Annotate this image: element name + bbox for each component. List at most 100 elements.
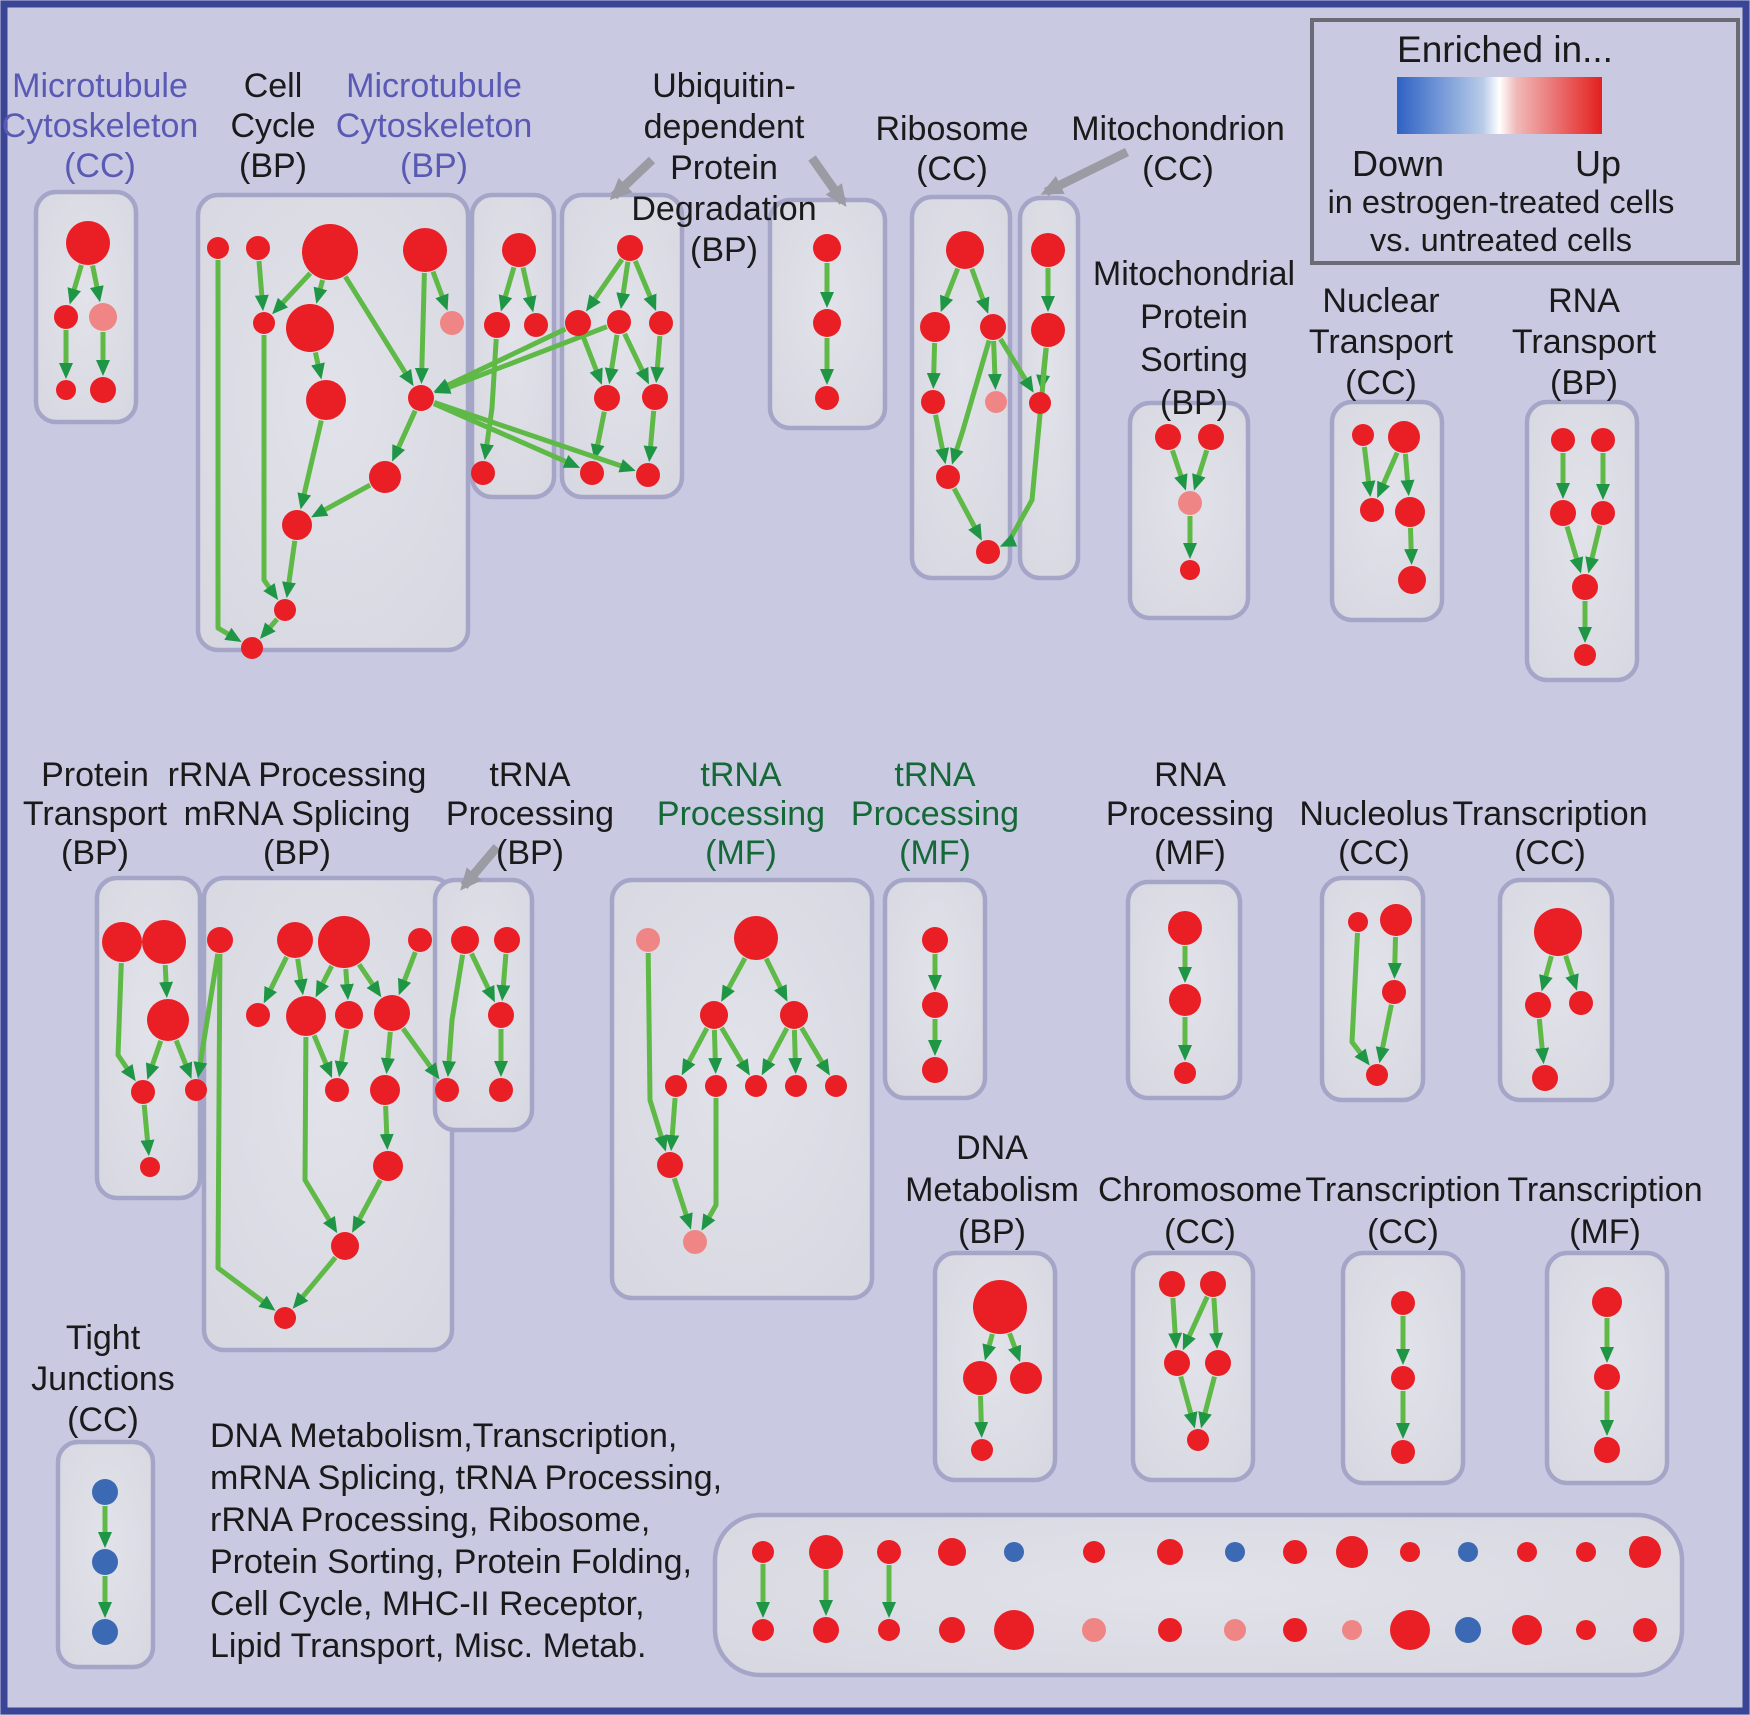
go-term-node	[488, 1002, 514, 1028]
cluster-box-rna-transport	[1524, 399, 1640, 683]
go-term-node	[142, 920, 186, 964]
go-term-node	[369, 461, 401, 493]
annotation-text-line: rRNA Processing, Ribosome,	[210, 1501, 650, 1539]
edge-arrow	[1400, 453, 1415, 497]
go-term-node	[1010, 1362, 1042, 1394]
edge-arrow	[379, 1105, 394, 1150]
cluster-label-line: RNA	[1154, 756, 1226, 794]
edge-arrow	[173, 1039, 193, 1079]
edge-arrow	[259, 617, 279, 639]
edge-arrow	[951, 487, 982, 541]
edge-arrow	[339, 968, 354, 1001]
cluster-label-line: (CC)	[1164, 1213, 1236, 1251]
edge-arrow	[343, 275, 414, 387]
go-term-node	[734, 916, 778, 960]
go-term-node	[825, 1075, 847, 1097]
go-term-node	[335, 1001, 363, 1029]
edge-arrow	[665, 1097, 680, 1152]
edge-arrow	[498, 266, 517, 312]
edge-arrow	[721, 957, 748, 1002]
go-term-node	[1083, 1541, 1105, 1563]
edge-arrow	[1563, 955, 1579, 991]
edge-arrow	[261, 335, 279, 601]
edge-arrow	[950, 339, 992, 465]
go-term-node	[484, 312, 510, 338]
cluster-box-chromosome	[1130, 1250, 1256, 1483]
edge-arrow	[432, 401, 581, 468]
go-term-node	[976, 540, 1000, 564]
go-term-node	[921, 390, 945, 414]
cluster-label-line: (MF)	[1154, 834, 1226, 872]
edge-arrow	[140, 1104, 155, 1157]
edge-arrow	[926, 342, 941, 389]
go-term-node	[286, 996, 326, 1036]
go-term-node	[565, 310, 591, 336]
go-term-node	[207, 927, 233, 953]
cluster-label-line: Cycle	[230, 107, 315, 145]
go-term-node	[1159, 1271, 1185, 1297]
go-term-node	[274, 599, 296, 621]
go-term-node	[594, 385, 620, 411]
edge-arrow	[272, 271, 313, 315]
cluster-label-line: Tight	[66, 1319, 141, 1357]
go-term-node	[813, 309, 841, 337]
cluster-label-line: Chromosome	[1098, 1171, 1302, 1209]
cluster-label-line: Processing	[446, 795, 614, 833]
go-term-node	[877, 1540, 901, 1564]
callout-arrow-icon	[1040, 147, 1129, 197]
edge-arrow	[1404, 527, 1419, 565]
go-term-node	[1576, 1542, 1596, 1562]
edge-arrow	[987, 340, 1002, 390]
go-term-node	[277, 922, 313, 958]
cluster-label-line: (CC)	[67, 1401, 139, 1439]
go-term-node	[403, 228, 447, 272]
cluster-label-line: (BP)	[690, 231, 758, 269]
go-term-node	[752, 1619, 774, 1641]
edge-arrow	[282, 540, 298, 599]
go-term-node	[657, 1152, 683, 1178]
edge-arrow	[1178, 1375, 1198, 1429]
cluster-label-line: (MF)	[705, 834, 777, 872]
cluster-label-line: (BP)	[400, 147, 468, 185]
cluster-box-transcription-cc-mid	[1497, 877, 1615, 1103]
go-term-node	[636, 928, 660, 952]
go-term-node	[1395, 497, 1425, 527]
go-term-node	[1591, 501, 1615, 525]
edge-arrow	[974, 1395, 989, 1438]
go-term-node	[102, 922, 142, 962]
cluster-label-line: Microtubule	[346, 67, 522, 105]
go-term-node	[147, 999, 189, 1041]
go-term-node	[1455, 1617, 1481, 1643]
cluster-label-line: Degradation	[631, 190, 816, 228]
go-term-node	[1391, 1440, 1415, 1464]
go-term-node	[1366, 1064, 1388, 1086]
go-term-node	[1164, 1350, 1190, 1376]
go-term-node	[66, 221, 110, 265]
go-term-node	[665, 1075, 687, 1097]
go-term-node	[1031, 233, 1065, 267]
go-term-node	[408, 385, 434, 411]
go-term-node	[185, 1079, 207, 1101]
legend-gradient-bar	[1397, 77, 1602, 134]
go-term-node	[1198, 424, 1224, 450]
go-term-node	[1572, 574, 1598, 600]
go-term-node	[752, 1541, 774, 1563]
go-term-node	[1629, 1536, 1661, 1568]
cluster-label-line: Processing	[1106, 795, 1274, 833]
edge-arrow	[799, 1026, 830, 1076]
cluster-label-line: Transcription	[1507, 1171, 1702, 1209]
edge-arrow	[115, 962, 136, 1082]
go-term-node	[1382, 980, 1406, 1004]
go-term-node	[878, 1619, 900, 1641]
annotation-text-line: Protein Sorting, Protein Folding,	[210, 1543, 692, 1581]
edge-arrow	[650, 335, 665, 384]
cluster-box-ribosome	[909, 194, 1013, 581]
edge-arrow	[982, 1333, 996, 1361]
edge-arrow	[632, 259, 657, 311]
edge-arrow	[311, 482, 372, 518]
go-term-node	[56, 380, 76, 400]
go-term-node	[1591, 428, 1615, 452]
go-term-node	[246, 236, 270, 260]
